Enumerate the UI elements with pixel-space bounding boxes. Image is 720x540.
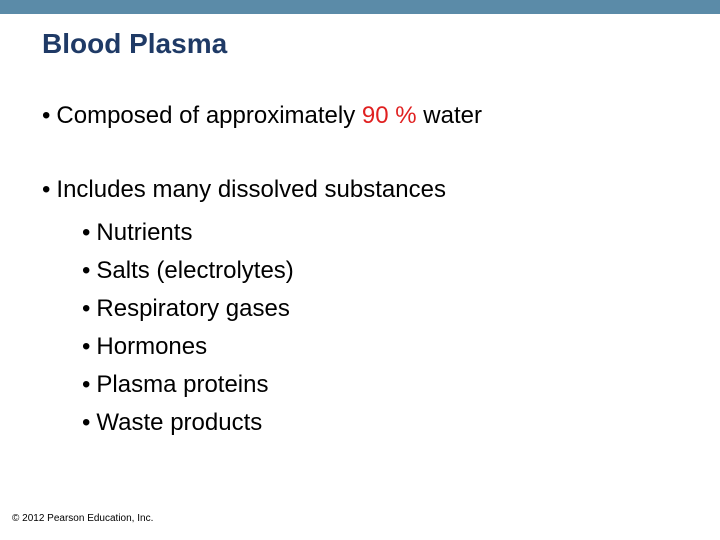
subbullet-waste-products: •Waste products	[82, 405, 678, 441]
bullet-includes: •Includes many dissolved substances	[42, 174, 678, 206]
text: Includes many dissolved substances	[56, 176, 446, 203]
text: Waste products	[96, 409, 262, 436]
slide-title: Blood Plasma	[42, 28, 227, 60]
subbullet-respiratory-gases: •Respiratory gases	[82, 291, 678, 327]
subbullet-hormones: •Hormones	[82, 329, 678, 365]
bullet-glyph: •	[82, 333, 90, 360]
subbullet-plasma-proteins: •Plasma proteins	[82, 367, 678, 403]
text-prefix: Composed of approximately	[56, 102, 361, 129]
slide-body: •Composed of approximately 90 % water •I…	[42, 100, 678, 443]
vertical-gap	[42, 140, 678, 174]
text-suffix: water	[417, 102, 482, 129]
subbullet-nutrients: •Nutrients	[82, 215, 678, 251]
text: Hormones	[96, 333, 207, 360]
bullet-glyph: •	[82, 409, 90, 436]
text: Nutrients	[96, 219, 192, 246]
text-highlight-percent: 90 %	[362, 102, 417, 129]
copyright-notice: © 2012 Pearson Education, Inc.	[12, 513, 153, 524]
bullet-glyph: •	[82, 295, 90, 322]
bullet-glyph: •	[82, 219, 90, 246]
top-accent-bar	[0, 0, 720, 14]
text: Salts (electrolytes)	[96, 257, 293, 284]
slide: Blood Plasma •Composed of approximately …	[0, 0, 720, 540]
bullet-composition: •Composed of approximately 90 % water	[42, 100, 678, 132]
bullet-glyph: •	[42, 176, 50, 203]
text: Plasma proteins	[96, 371, 268, 398]
bullet-glyph: •	[82, 371, 90, 398]
subbullet-salts: •Salts (electrolytes)	[82, 253, 678, 289]
bullet-glyph: •	[42, 102, 50, 129]
bullet-glyph: •	[82, 257, 90, 284]
text: Respiratory gases	[96, 295, 289, 322]
